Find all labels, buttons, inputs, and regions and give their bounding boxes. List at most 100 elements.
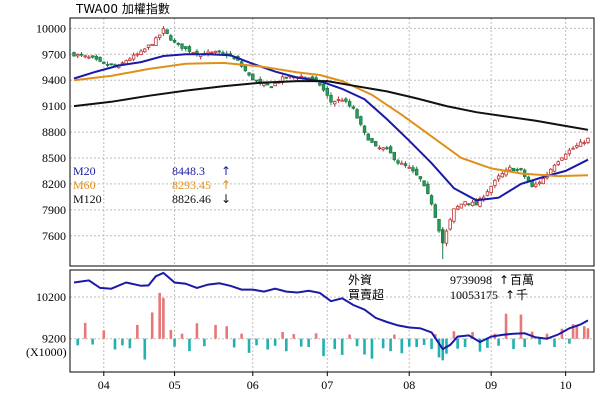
candle-body: [98, 57, 102, 62]
y-tick-label: 9100: [42, 99, 66, 113]
candle-body: [552, 164, 557, 172]
candle-body: [154, 37, 158, 46]
candle-body: [336, 98, 341, 101]
candle-body: [333, 101, 337, 105]
candle-body: [493, 179, 497, 186]
y-axis-ticks: 10000 9700 9400 9100 8800 8500 8200 7900 7600 102…: [36, 21, 66, 345]
buy-bar: [83, 322, 87, 339]
sell-bar: [232, 338, 236, 348]
candle-body: [463, 201, 467, 206]
candle-body: [221, 52, 225, 54]
y-tick-label: 8800: [42, 125, 66, 139]
buy-bar: [169, 329, 173, 339]
buy-bar: [504, 313, 508, 339]
chart-title: TWA00 加權指數: [75, 1, 170, 16]
candle-body: [310, 76, 315, 80]
legend-foreign-unit: 百萬: [510, 273, 534, 287]
x-tick-label: 08: [403, 378, 415, 392]
candle-body: [433, 204, 437, 218]
candle-body: [478, 197, 482, 207]
sell-bar: [273, 338, 277, 346]
buy-bar: [292, 334, 296, 339]
candle-body: [575, 145, 579, 148]
sell-bar: [203, 338, 206, 347]
y-tick-label: 7600: [42, 229, 66, 243]
sell-bar: [121, 338, 124, 346]
y-tick-label: 9200: [42, 332, 66, 346]
sell-bar: [512, 338, 515, 350]
candle-body: [273, 82, 277, 87]
sell-bar: [266, 338, 269, 350]
buy-bar: [393, 334, 396, 339]
ma-line-m20: [73, 53, 589, 202]
buy-bar: [240, 333, 243, 339]
candle-body: [340, 99, 344, 102]
candle-body: [262, 83, 266, 86]
candle-body: [519, 168, 523, 171]
ma-line-m120: [73, 80, 589, 131]
legend-foreign-name: 外資: [348, 273, 372, 287]
sell-bar: [463, 338, 467, 348]
foreign-line: [73, 271, 589, 351]
candle-body: [143, 48, 147, 53]
candle-body: [83, 55, 87, 58]
candle-body: [515, 169, 519, 171]
candle-body: [459, 203, 464, 209]
foreign-holding-line: [73, 271, 589, 351]
candle-body: [94, 55, 99, 60]
candle-body: [217, 50, 221, 53]
foreign-legend: 外資 9739098 ↑ 百萬 買賣超 10053175 ↑ 千: [348, 273, 534, 302]
buy-bar: [571, 324, 575, 339]
candle-body: [169, 35, 173, 41]
sell-bar: [247, 338, 251, 353]
legend-m60-name: M60: [73, 178, 96, 192]
candle-body: [567, 149, 572, 155]
candle-body: [161, 28, 166, 34]
candle-body: [131, 54, 136, 60]
candle-body: [444, 230, 449, 244]
sell-bar: [415, 338, 418, 348]
candle-body: [187, 46, 192, 52]
candle-body: [437, 218, 441, 232]
buy-bar: [281, 332, 284, 339]
candle-body: [146, 44, 151, 48]
legend-m20-value: 8448.3: [172, 164, 205, 178]
unit-label: (X1000): [26, 345, 67, 359]
candle-body: [400, 162, 404, 165]
candle-body: [325, 88, 329, 96]
candle-body: [411, 167, 415, 172]
buy-bar: [519, 314, 523, 339]
buy-bar: [471, 332, 474, 339]
candle-body: [467, 203, 471, 206]
candle-body: [329, 94, 333, 103]
buy-bar: [162, 297, 165, 339]
candle-body: [373, 141, 378, 147]
buy-bar: [195, 323, 199, 339]
sell-bar: [497, 338, 500, 346]
candle-body: [455, 206, 460, 210]
candle-body: [344, 98, 348, 102]
y-tick-label: 9700: [42, 47, 66, 61]
buy-sell-bars: [76, 292, 590, 361]
sell-bar: [370, 338, 374, 359]
candle-body: [582, 142, 586, 145]
candle-body: [414, 168, 419, 176]
x-tick-label: 09: [485, 378, 497, 392]
candle-body: [176, 42, 180, 45]
panel-frames: [69, 17, 595, 373]
sell-bar: [538, 338, 541, 345]
candle-body: [254, 79, 259, 82]
legend-net-name: 買賣超: [348, 287, 384, 302]
sell-bar: [568, 338, 571, 344]
candle-body: [388, 146, 393, 154]
candle-body: [407, 166, 411, 169]
buy-bar: [136, 324, 139, 339]
sell-bar: [76, 338, 80, 346]
candle-body: [489, 185, 493, 193]
legend-net-arrow: ↑: [505, 288, 515, 302]
sell-bar: [437, 338, 441, 358]
sell-bar: [340, 338, 344, 355]
candle-body: [470, 201, 475, 207]
candle-body: [79, 53, 84, 56]
